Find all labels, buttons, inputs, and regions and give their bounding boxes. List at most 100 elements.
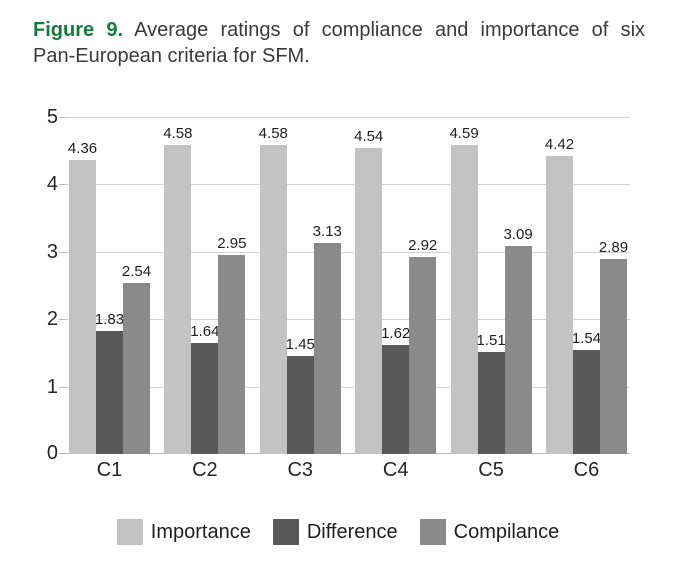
bar-group-c1: 4.36 1.83 2.54 [67,117,152,454]
bar-difference-c5 [477,352,505,454]
bar-slot: 1.54 [571,117,602,454]
legend-item-importance: Importance [116,519,251,545]
bar-value-label: 1.51 [476,332,506,349]
legend-item-compilance: Compilance [419,519,560,545]
bar-value-label: 1.64 [190,323,220,340]
x-axis-label-c1: C1 [96,459,123,481]
y-axis-label: 1 [46,376,58,398]
bar-value-label: 1.45 [285,336,315,353]
bar-difference-c4 [382,345,410,454]
gridline [66,453,630,454]
figure-caption-line1: Figure 9. Average ratings of compliance … [33,17,645,43]
figure-caption-text: Average ratings of compliance and import… [134,19,646,41]
bar-importance-c4 [355,148,383,454]
legend-label: Difference [306,520,398,543]
bar-slot: 1.45 [285,117,315,454]
bar-slot: 1.51 [476,117,506,454]
bar-compilance-c6 [599,259,627,454]
bar-difference-c6 [572,350,600,454]
gridline [66,184,630,185]
bar-value-label: 4.42 [544,136,575,153]
bar-slot: 3.09 [503,117,533,454]
bar-slot: 4.36 [67,117,98,454]
bar-value-label: 4.59 [449,125,479,142]
bar-value-label: 2.89 [598,239,629,256]
bar-slot: 1.64 [190,117,220,454]
y-axis-tick [59,117,66,118]
y-axis-tick [59,319,66,320]
bar-importance-c3 [259,145,287,454]
bar-group-c6: 4.42 1.54 2.89 [544,117,629,454]
bar-slot: 4.58 [258,117,288,454]
bar-compilance-c3 [313,243,341,454]
y-axis-label: 4 [46,173,58,195]
bar-value-label: 2.92 [408,237,438,254]
bar-compilance-c2 [218,255,246,454]
bar-slot: 2.89 [598,117,629,454]
bar-slot: 1.62 [381,117,411,454]
legend-label: Importance [150,520,251,543]
bar-group-c4: 4.54 1.62 2.92 [354,117,438,454]
bar-slot: 1.83 [94,117,125,454]
y-axis-label: 0 [46,442,58,464]
y-axis-tick [59,184,66,185]
bars: 4.36 1.83 2.54 4.58 1.64 2.95 4.58 1.45 3.13 4.54… [66,117,630,454]
bar-slot: 4.42 [544,117,575,454]
plot-area: 0 1 2 3 4 5 4.36 1.83 2.54 4.58 1.64 2.95 4.58 1.45 3.… [47,106,630,464]
bar-compilance-c4 [409,257,437,454]
bar-slot: 3.13 [312,117,342,454]
x-axis-labels: C1 C2 C3 C4 C5 C6 [66,459,630,482]
gridline [66,117,630,118]
bar-group-c3: 4.58 1.45 3.13 [258,117,342,454]
bar-value-label: 1.62 [381,325,411,342]
bar-importance-c6 [545,156,573,454]
x-axis-label-c3: C3 [287,459,314,481]
bar-value-label: 1.83 [94,311,125,328]
bar-slot: 2.92 [408,117,438,454]
bar-compilance-c1 [123,283,150,454]
bar-value-label: 1.54 [571,330,602,347]
y-axis-label: 5 [46,106,58,128]
bar-slot: 4.54 [354,117,384,454]
bar-group-c2: 4.58 1.64 2.95 [163,117,247,454]
bar-importance-c5 [450,145,478,454]
bar-value-label: 4.58 [163,125,193,142]
gridline [66,387,630,388]
bar-slot: 2.54 [121,117,152,454]
legend-swatch [116,519,143,545]
x-axis-label-c6: C6 [573,459,600,481]
y-axis-tick [59,252,66,253]
y-axis-tick [59,387,66,388]
bar-slot: 4.59 [449,117,479,454]
bar-value-label: 3.13 [312,223,342,240]
bar-value-label: 2.54 [121,263,152,280]
x-axis-label-c5: C5 [478,459,504,481]
figure-caption-line2: Pan-European criteria for SFM. [33,45,310,67]
bar-difference-c1 [96,331,123,454]
bar-group-c5: 4.59 1.51 3.09 [449,117,533,454]
legend-item-difference: Difference [272,519,398,545]
bar-slot: 4.58 [163,117,193,454]
bar-value-label: 4.58 [258,125,288,142]
bar-value-label: 4.36 [67,140,98,157]
bar-importance-c2 [164,145,192,454]
bar-slot: 2.95 [217,117,247,454]
figure-caption: Figure 9. Average ratings of compliance … [33,17,645,69]
legend-label: Compilance [453,520,560,543]
bar-importance-c1 [69,160,96,454]
figure-label: Figure 9. [33,19,124,41]
y-axis-tick [59,453,66,454]
bar-value-label: 4.54 [354,128,384,145]
x-axis-label-c4: C4 [382,459,409,481]
bar-difference-c2 [191,343,219,454]
chart-legend: Importance Difference Compilance [0,519,676,545]
y-axis-label: 2 [46,308,58,330]
bar-value-label: 3.09 [503,226,533,243]
bar-difference-c3 [286,356,314,454]
gridline [66,319,630,320]
gridline [66,252,630,253]
bar-value-label: 2.95 [217,235,247,252]
legend-swatch [272,519,299,545]
